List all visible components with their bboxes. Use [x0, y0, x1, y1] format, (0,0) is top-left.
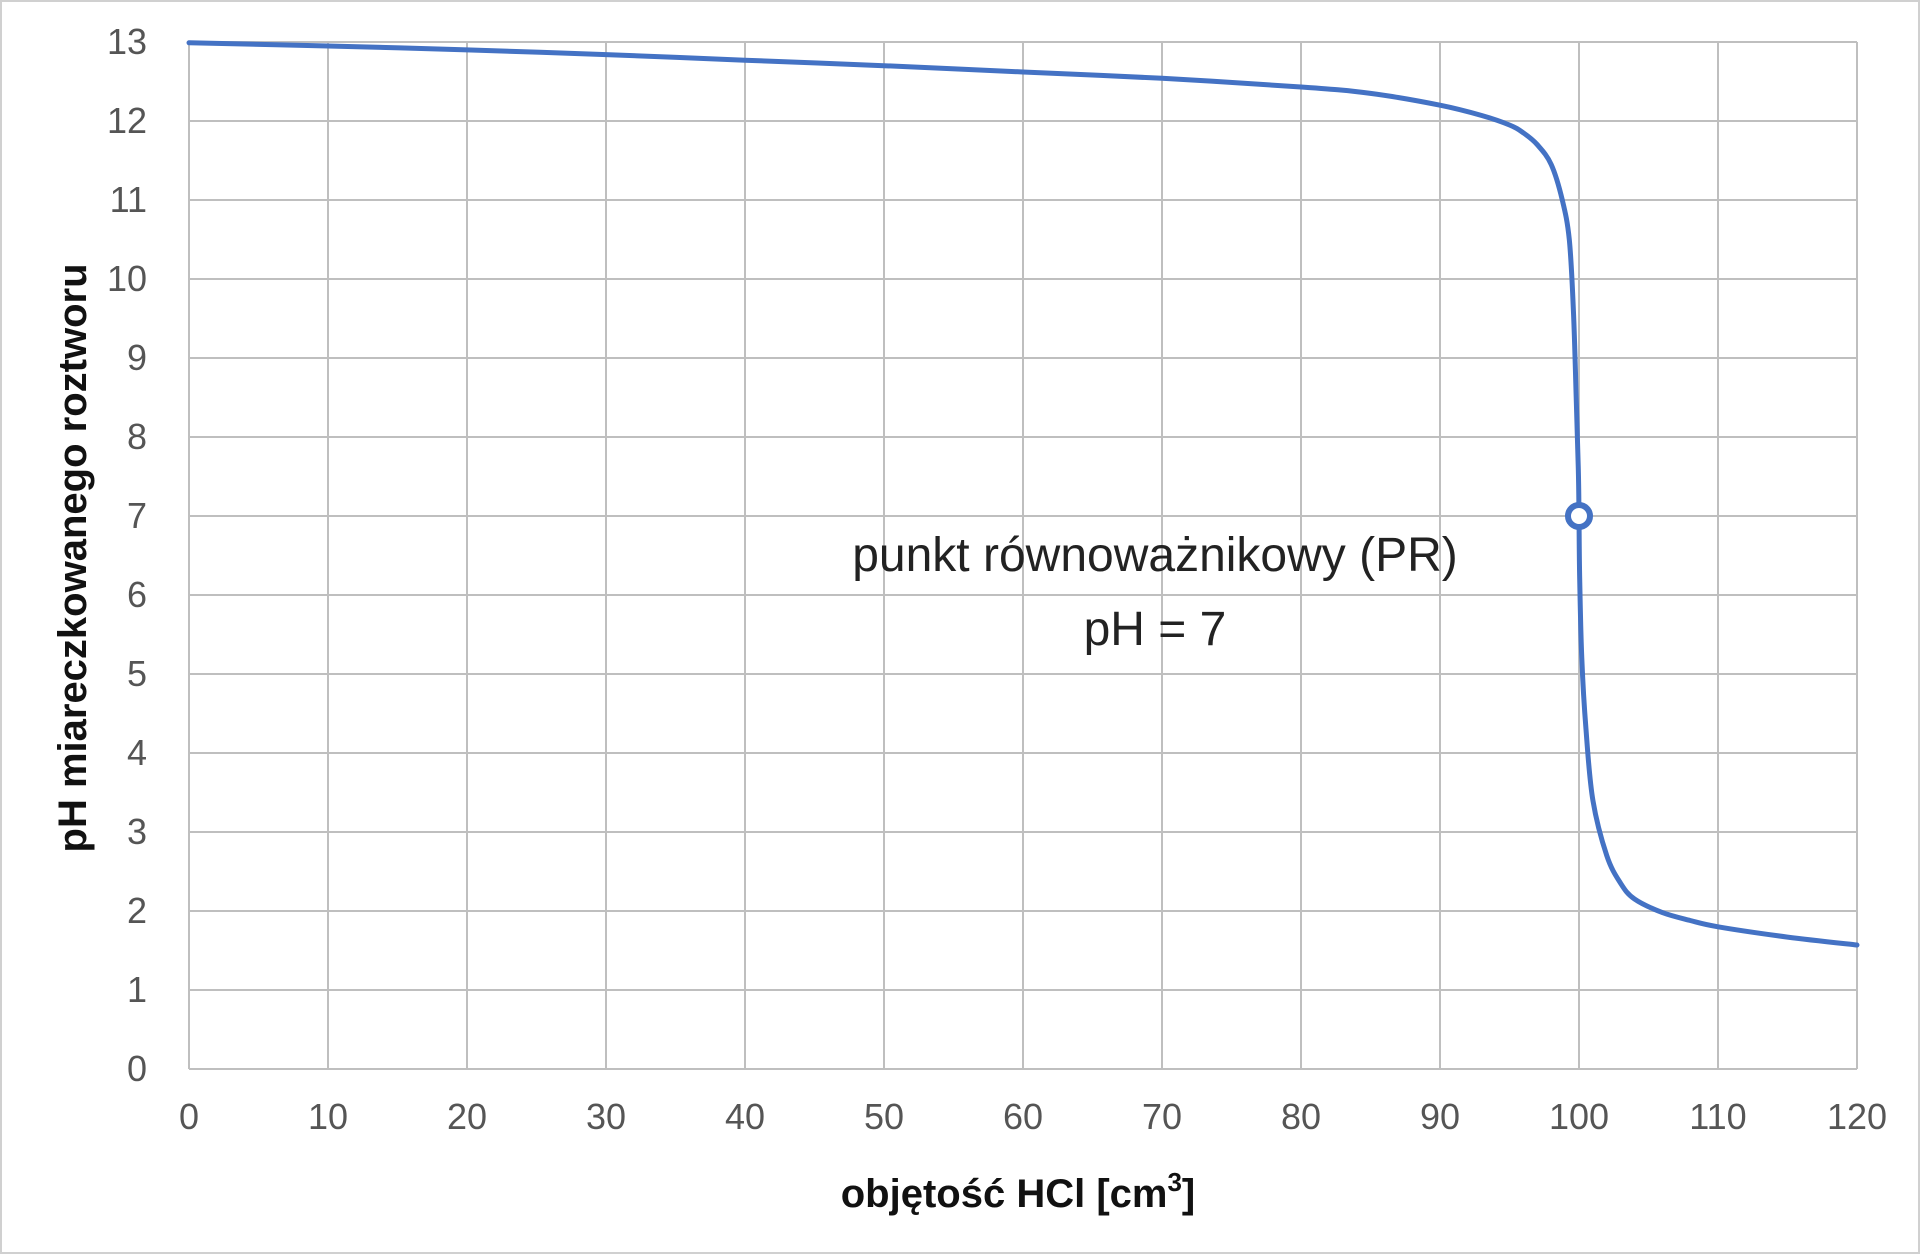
y-tick-label: 7 — [127, 495, 147, 536]
y-tick-label: 10 — [107, 258, 147, 299]
y-tick-label: 3 — [127, 811, 147, 852]
series-layer — [186, 40, 1860, 948]
y-tick-label: 0 — [127, 1048, 147, 1089]
x-tick-label: 100 — [1549, 1096, 1609, 1137]
annotation-line: pH = 7 — [1084, 603, 1227, 656]
y-tick-label: 1 — [127, 969, 147, 1010]
y-axis-title: pH miareczkowanego roztworu — [51, 264, 95, 853]
y-tick-label: 6 — [127, 574, 147, 615]
x-tick-label: 120 — [1827, 1096, 1887, 1137]
y-tick-label: 11 — [110, 179, 147, 220]
x-tick-label: 90 — [1420, 1096, 1460, 1137]
y-tick-label: 9 — [127, 337, 147, 378]
y-tick-label: 8 — [127, 416, 147, 457]
annotation-line: punkt równoważnikowy (PR) — [852, 529, 1458, 582]
x-tick-label: 110 — [1689, 1096, 1746, 1137]
x-tick-label: 50 — [864, 1096, 904, 1137]
y-tick-label: 5 — [127, 653, 147, 694]
y-tick-label: 2 — [127, 890, 147, 931]
x-tick-label: 60 — [1003, 1096, 1043, 1137]
series-line — [186, 40, 1860, 948]
x-tick-label: 30 — [586, 1096, 626, 1137]
y-tick-label: 13 — [107, 21, 147, 62]
equivalence-point-marker — [1565, 502, 1593, 530]
y-tick-label: 12 — [107, 100, 147, 141]
x-tick-labels: 0 10 20 30 40 50 60 70 80 90 100 110 120 — [179, 1096, 1887, 1137]
y-tick-label: 4 — [127, 732, 147, 773]
x-tick-label: 20 — [447, 1096, 487, 1137]
x-tick-label: 80 — [1281, 1096, 1321, 1137]
x-tick-label: 70 — [1142, 1096, 1182, 1137]
x-tick-label: 10 — [308, 1096, 348, 1137]
x-tick-label: 40 — [725, 1096, 765, 1137]
x-tick-label: 0 — [179, 1096, 199, 1137]
annotation: punkt równoważnikowy (PR) pH = 7 — [852, 529, 1458, 656]
x-axis-title: objętość HCl [cm3] — [841, 1167, 1196, 1216]
